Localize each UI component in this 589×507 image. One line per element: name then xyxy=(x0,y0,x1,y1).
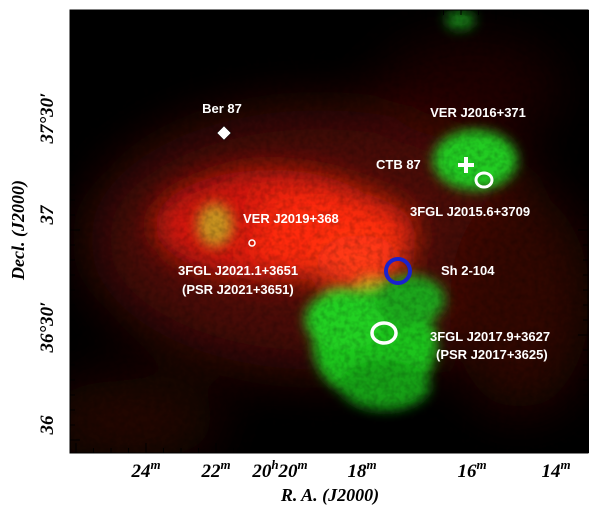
y-tick-37: 37 xyxy=(37,204,58,226)
x-tick-labels: 24m 22m 20h20m 18m 16m 14m xyxy=(130,457,570,482)
y-tick-37-30: 37°30′ xyxy=(37,93,58,145)
label-ctb87: CTB 87 xyxy=(376,157,421,172)
noise-texture xyxy=(70,10,589,453)
source-markers xyxy=(216,125,494,345)
label-fgl-j2017: 3FGL J2017.9+3627 xyxy=(430,329,550,344)
tick-marks xyxy=(70,10,588,453)
label-fgl-j2021: 3FGL J2021.1+3651 xyxy=(178,263,298,278)
y-tick-36: 36 xyxy=(37,415,58,436)
x-axis-title: R. A. (J2000) xyxy=(280,485,379,506)
label-ver-j2016: VER J2016+371 xyxy=(430,105,526,120)
x-tick-20h20m: 20h20m xyxy=(251,457,307,482)
label-psr-j2017: (PSR J2017+3625) xyxy=(436,347,548,362)
x-tick-18m: 18m xyxy=(347,457,376,482)
x-tick-22m: 22m xyxy=(200,457,230,482)
emission-layers xyxy=(70,10,589,453)
y-axis-title: Decl. (J2000) xyxy=(8,180,29,281)
fgl-j2015-ellipse-marker xyxy=(474,171,494,189)
ver-j2019-marker xyxy=(248,239,256,247)
plot-frame xyxy=(69,9,589,454)
fgl-j2017-ellipse-marker xyxy=(370,321,398,345)
y-tick-36-30: 36°30′ xyxy=(37,302,58,354)
label-ber87: Ber 87 xyxy=(202,101,242,116)
ctb87-cross-marker xyxy=(458,157,474,173)
y-tick-labels: 37°30′ 37 36°30′ 36 xyxy=(37,93,58,436)
label-ver-j2019: VER J2019+368 xyxy=(243,211,339,226)
label-psr-j2021: (PSR J2021+3651) xyxy=(182,282,294,297)
ber87-diamond-marker xyxy=(216,125,232,141)
x-tick-24m: 24m xyxy=(130,457,160,482)
x-tick-14m: 14m xyxy=(541,457,570,482)
x-tick-16m: 16m xyxy=(457,457,486,482)
label-fgl-j2015: 3FGL J2015.6+3709 xyxy=(410,204,530,219)
source-labels: Ber 87 VER J2016+371 CTB 87 3FGL J2015.6… xyxy=(178,101,550,362)
sh2-104-circle-marker xyxy=(384,257,412,285)
label-sh2-104: Sh 2-104 xyxy=(441,263,495,278)
